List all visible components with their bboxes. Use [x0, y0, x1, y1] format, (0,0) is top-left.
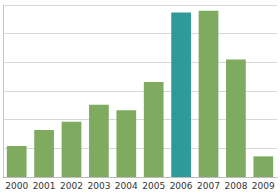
- svg-text:2005: 2005: [142, 181, 165, 191]
- svg-text:2002: 2002: [60, 181, 83, 191]
- svg-text:2000: 2000: [5, 181, 28, 191]
- svg-text:2009: 2009: [252, 181, 275, 191]
- svg-text:2003: 2003: [87, 181, 110, 191]
- svg-text:2001: 2001: [33, 181, 56, 191]
- svg-text:2006: 2006: [170, 181, 193, 191]
- svg-text:2008: 2008: [224, 181, 247, 191]
- svg-text:2004: 2004: [115, 181, 138, 191]
- svg-text:2007: 2007: [197, 181, 220, 191]
